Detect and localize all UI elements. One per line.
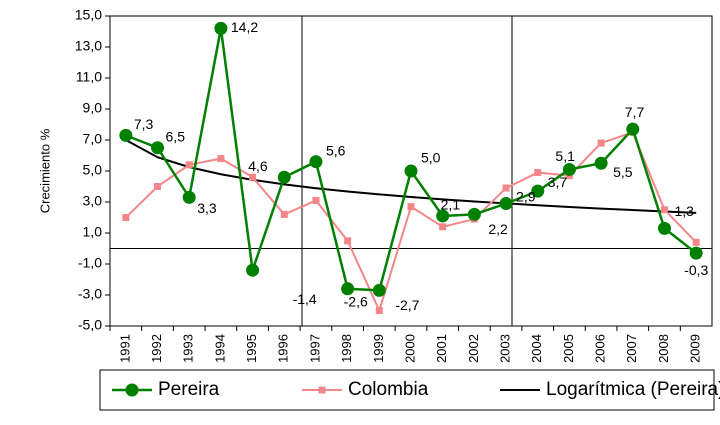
- data-label: 5,6: [326, 142, 346, 158]
- y-axis-title: Crecimiento %: [37, 128, 52, 213]
- x-tick-label: 2004: [529, 334, 544, 363]
- x-tick-label: 2003: [497, 334, 512, 363]
- data-label: 6,5: [166, 128, 186, 144]
- x-tick-label: 1999: [371, 334, 386, 363]
- y-tick-label: 1,0: [83, 224, 103, 240]
- x-tick-label: 2008: [656, 334, 671, 363]
- point-marker: [309, 155, 323, 169]
- data-label: 2,2: [488, 221, 508, 237]
- series-line: [125, 28, 697, 292]
- x-tick-label: 1994: [212, 334, 227, 363]
- point-marker: [436, 209, 450, 223]
- x-tick-label: 2009: [688, 334, 703, 363]
- x-tick-label: 2002: [466, 334, 481, 363]
- legend: [99, 369, 715, 411]
- y-tick-label: -5,0: [78, 317, 102, 333]
- point-marker: [344, 237, 352, 245]
- x-tick-label: 2001: [434, 334, 449, 363]
- y-tick-label: 9,0: [83, 100, 103, 116]
- point-marker: [467, 207, 481, 221]
- point-marker: [689, 246, 703, 260]
- data-label: 5,5: [613, 164, 633, 180]
- x-tick-label: 1993: [181, 334, 196, 363]
- x-tick-label: 1996: [276, 334, 291, 363]
- point-marker: [439, 223, 447, 231]
- data-label: -2,7: [395, 297, 419, 313]
- point-marker: [597, 139, 605, 147]
- point-marker: [562, 162, 576, 176]
- legend-marker: [125, 383, 139, 397]
- data-label: 3,7: [548, 174, 568, 190]
- point-marker: [122, 214, 130, 221]
- series-line: [125, 130, 697, 314]
- point-marker: [502, 184, 510, 192]
- data-label: 7,7: [625, 104, 645, 120]
- x-tick-label: 1992: [149, 334, 164, 363]
- point-marker: [154, 183, 162, 190]
- point-marker: [692, 238, 700, 246]
- data-label: 2,9: [516, 188, 536, 204]
- point-marker: [660, 206, 668, 214]
- point-marker: [214, 21, 228, 35]
- y-tick-label: 3,0: [83, 193, 103, 209]
- y-tick-label: 13,0: [75, 38, 102, 54]
- point-marker: [312, 196, 320, 204]
- point-marker: [407, 203, 415, 211]
- point-marker: [185, 161, 193, 169]
- point-marker: [341, 282, 355, 296]
- x-tick-label: 2007: [624, 334, 639, 363]
- point-marker: [246, 263, 260, 277]
- data-label: 2,1: [441, 197, 461, 213]
- point-marker: [151, 141, 165, 155]
- x-tick-label: 2006: [593, 334, 608, 363]
- point-marker: [217, 155, 225, 163]
- x-tick-label: 2005: [561, 334, 576, 363]
- legend-label: Pereira: [158, 379, 220, 400]
- data-label: -1,4: [293, 291, 317, 307]
- y-tick-label: -3,0: [78, 286, 102, 302]
- x-tick-label: 1991: [117, 334, 132, 363]
- data-label: 7,3: [134, 116, 154, 132]
- data-label: -2,6: [344, 294, 368, 310]
- point-marker: [534, 169, 542, 177]
- x-tick-label: 2000: [402, 334, 417, 363]
- data-label: 1,3: [674, 203, 694, 219]
- series-line: [125, 139, 697, 214]
- x-tick-label: 1997: [307, 334, 322, 363]
- point-marker: [531, 184, 545, 198]
- data-label: -0,3: [684, 262, 708, 278]
- point-marker: [499, 197, 513, 211]
- point-marker: [657, 221, 671, 235]
- point-marker: [182, 190, 196, 204]
- data-label: 5,1: [555, 148, 575, 164]
- x-tick-label: 1998: [339, 334, 354, 363]
- legend-label: Colombia: [348, 379, 429, 400]
- point-marker: [249, 173, 257, 181]
- point-marker: [277, 170, 291, 184]
- data-label: 3,3: [197, 200, 217, 216]
- y-tick-label: 7,0: [83, 131, 103, 147]
- y-tick-label: -1,0: [78, 255, 102, 271]
- point-marker: [594, 156, 608, 170]
- point-marker: [280, 210, 288, 218]
- point-marker: [119, 128, 133, 142]
- legend-marker: [318, 386, 326, 394]
- data-label: 5,0: [421, 150, 441, 166]
- point-marker: [626, 122, 640, 136]
- x-tick-label: 1995: [244, 334, 259, 363]
- data-label: 4,6: [248, 158, 268, 174]
- y-tick-label: 15,0: [75, 7, 102, 23]
- y-tick-label: 11,0: [76, 69, 102, 85]
- point-marker: [375, 307, 383, 314]
- legend-label: Logarítmica (Pereira): [546, 379, 720, 400]
- y-tick-label: 5,0: [83, 162, 103, 178]
- data-label: 14,2: [231, 19, 258, 35]
- point-marker: [372, 283, 386, 297]
- point-marker: [404, 164, 418, 178]
